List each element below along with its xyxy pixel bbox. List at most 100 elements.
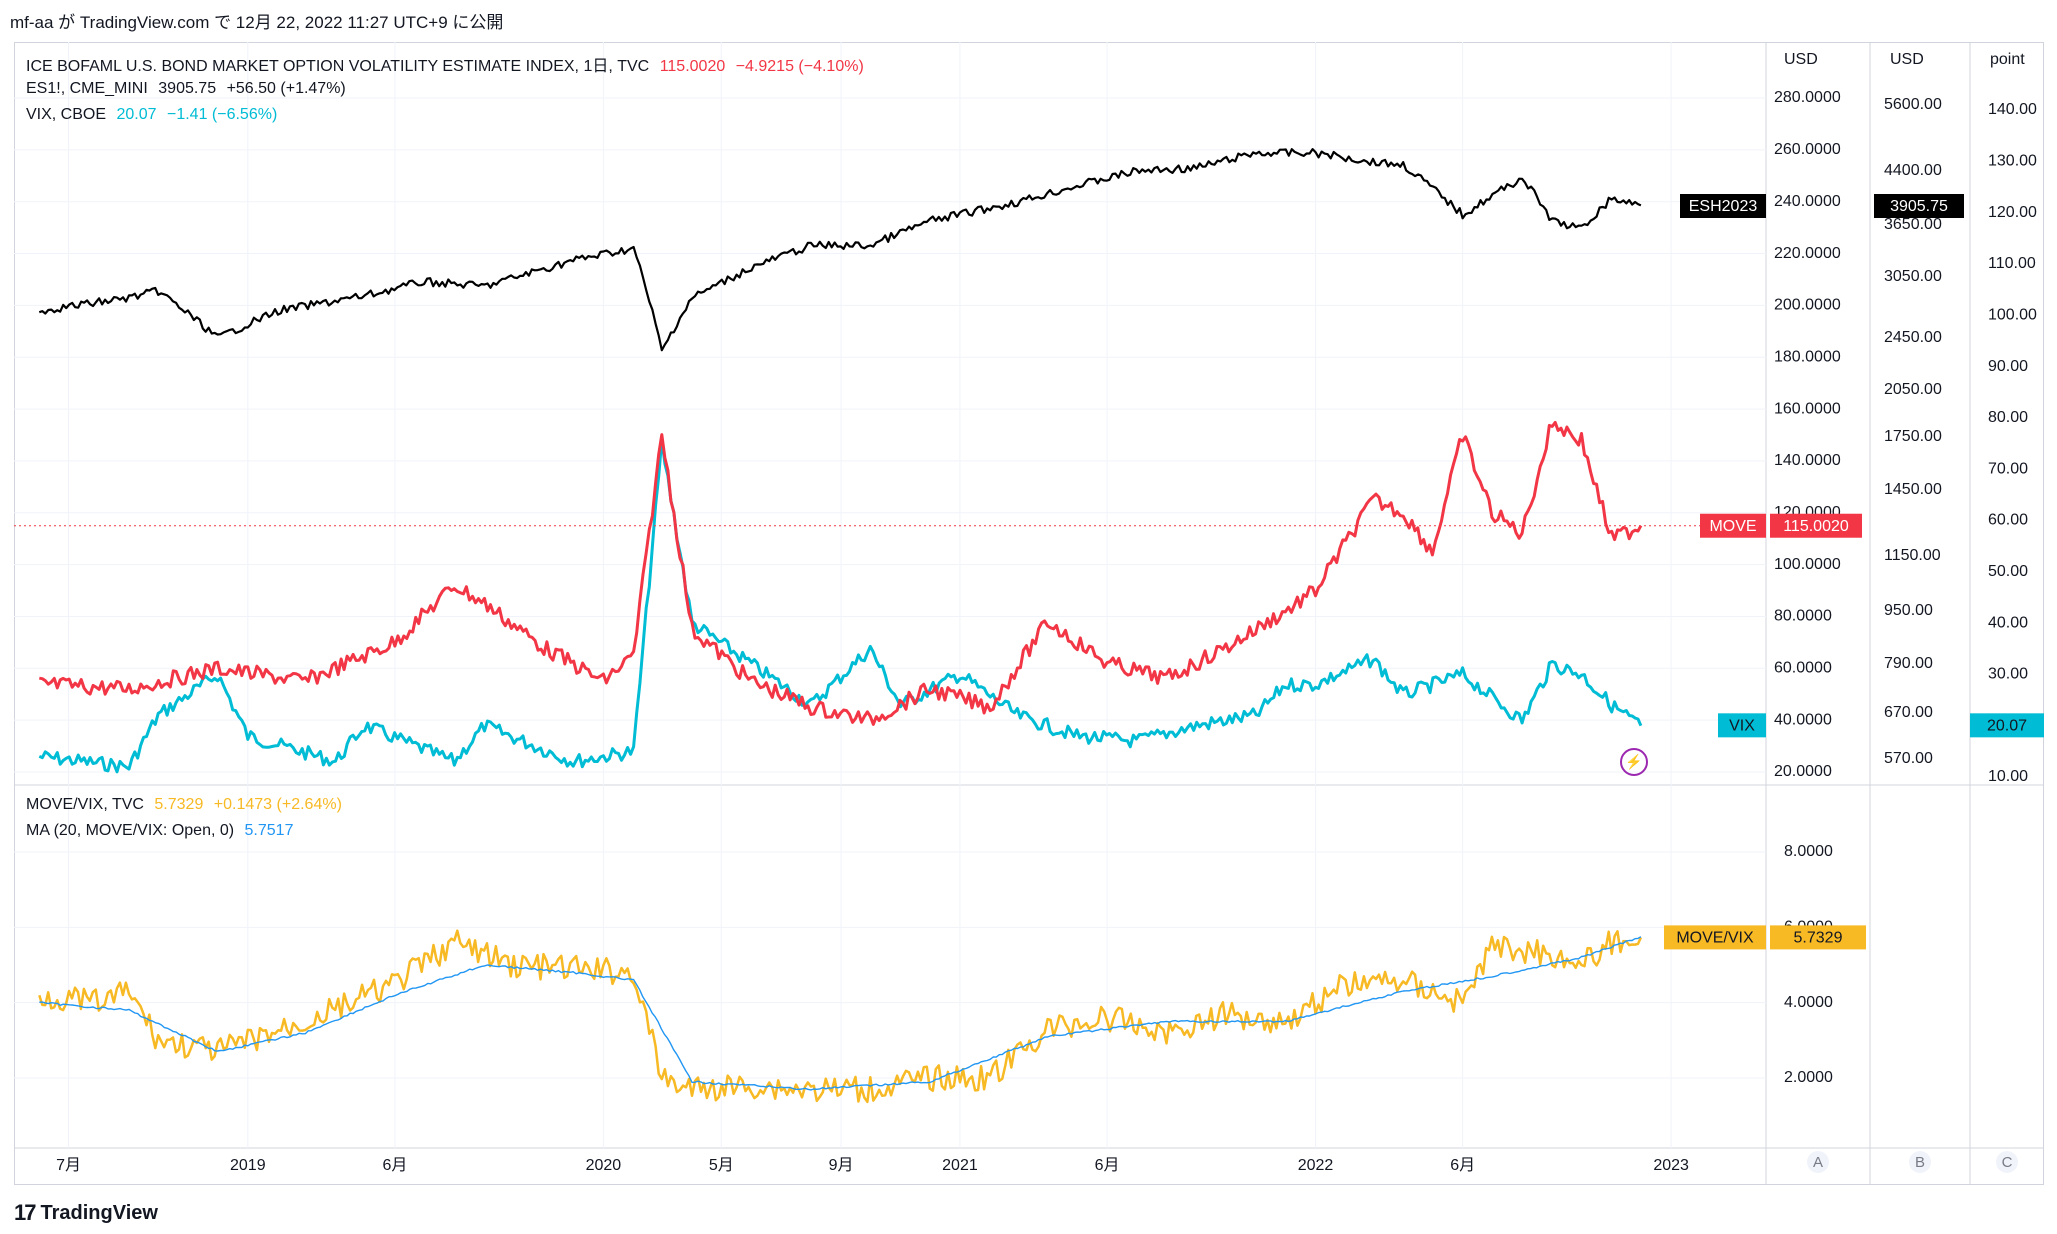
axis-b-tick: 2450.00: [1884, 329, 1942, 346]
x-tick-label: 2023: [1653, 1157, 1689, 1174]
move-value-tag: 115.0020: [1783, 518, 1849, 535]
axis-a-tick: 40.0000: [1774, 711, 1832, 728]
axis-b-tick: 570.00: [1884, 750, 1933, 767]
axis-c-tick: 40.00: [1988, 614, 2028, 631]
axis-c-tick: 10.00: [1988, 768, 2028, 785]
tradingview-logo-icon: 17: [14, 1200, 37, 1225]
move-series-line: [39, 420, 1643, 726]
legend-es[interactable]: ES1!, CME_MINI 3905.75 +56.50 (+1.47%): [26, 80, 352, 98]
axis-c-tick: 130.00: [1988, 153, 2037, 170]
axis-c-tick: 110.00: [1988, 255, 2036, 272]
x-tick-label: 5月: [709, 1157, 734, 1174]
axis-a-tick: 80.0000: [1774, 608, 1832, 625]
axis-ratio-tick: 4.0000: [1784, 994, 1833, 1011]
axis-b-unit: USD: [1890, 51, 1924, 68]
x-tick-label: 6月: [1450, 1157, 1475, 1174]
legend-vix-name: VIX, CBOE: [26, 106, 107, 123]
axis-b-button: [1909, 1151, 1931, 1173]
legend-vix[interactable]: VIX, CBOE 20.07 −1.41 (−6.56%): [26, 106, 283, 124]
axis-a-tick: 60.0000: [1774, 660, 1832, 677]
lightning-icon: [1620, 748, 1648, 776]
legend-ratio-name: MOVE/VIX, TVC: [26, 796, 144, 813]
chart-frame: [14, 42, 2044, 1185]
axis-a-tick: 200.0000: [1774, 297, 1841, 314]
footer-brand-label: TradingView: [40, 1201, 158, 1224]
axis-a-tick: 260.0000: [1774, 141, 1841, 158]
legend-vix-value: 20.07: [116, 106, 157, 123]
vix-value-tag-bg: [1970, 713, 2044, 738]
axis-c-tick: 80.00: [1988, 409, 2028, 426]
es-value-tag: 3905.75: [1890, 198, 1948, 215]
x-tick-label: 7月: [56, 1157, 81, 1174]
x-tick-label: 2020: [586, 1157, 622, 1174]
axis-c-tick: 100.00: [1988, 306, 2037, 323]
axis-c-tick: 60.00: [1988, 512, 2028, 529]
axis-a-unit: USD: [1784, 51, 1818, 68]
legend-ratio-change: +0.1473 (+2.64%): [213, 796, 342, 813]
axis-b-tick: 4400.00: [1884, 162, 1942, 179]
x-tick-label: 6月: [382, 1157, 407, 1174]
es-series-line: [38, 148, 1642, 352]
axis-ratio-tick: 8.0000: [1784, 843, 1833, 860]
x-tick-label: 2021: [942, 1157, 978, 1174]
legend-move-value: 115.0020: [659, 58, 726, 75]
axis-a-tick: 20.0000: [1774, 763, 1832, 780]
x-tick-label: 2019: [230, 1157, 266, 1174]
legend-move-change: −4.9215 (−4.10%): [735, 58, 864, 75]
vix-series-tag: VIX: [1729, 718, 1755, 735]
ma-series-line: [39, 936, 1642, 1091]
axis-a-tick: 180.0000: [1774, 348, 1841, 365]
ratio-series-tag: MOVE/VIX: [1676, 930, 1754, 947]
axis-a-button: [1807, 1151, 1829, 1173]
legend-move[interactable]: ICE BOFAML U.S. BOND MARKET OPTION VOLAT…: [26, 52, 870, 76]
x-tick-label: 6月: [1095, 1157, 1120, 1174]
axis-a-tick: 140.0000: [1774, 452, 1841, 469]
footer-brand[interactable]: 17 TradingView: [14, 1200, 158, 1226]
axis-b-tick: 3050.00: [1884, 268, 1942, 285]
es-series-tag-bg: [1680, 194, 1766, 218]
axis-b-tick: 5600.00: [1884, 96, 1942, 113]
vix-series-tag-bg: [1718, 713, 1766, 738]
axis-ratio-tick: 2.0000: [1784, 1069, 1833, 1086]
axis-a-tick: 240.0000: [1774, 193, 1841, 210]
axis-c-tick: 90.00: [1988, 358, 2028, 375]
legend-ma[interactable]: MA (20, MOVE/VIX: Open, 0) 5.7517: [26, 822, 299, 840]
legend-es-change: +56.50 (+1.47%): [226, 80, 346, 97]
axis-c-tick: 120.00: [1988, 204, 2037, 221]
axis-c-letter: C: [2002, 1154, 2013, 1171]
axis-b-tick: 790.00: [1884, 655, 1933, 672]
axis-b-tick: 1150.00: [1884, 547, 1941, 564]
axis-b-tick: 950.00: [1884, 602, 1933, 619]
axis-b-tick: 3650.00: [1884, 216, 1942, 233]
publish-header: mf-aa が TradingView.com で 12月 22, 2022 1…: [10, 13, 504, 32]
vix-value-tag: 20.07: [1987, 718, 2027, 735]
axis-c-tick: 140.00: [1988, 101, 2037, 118]
axis-a-tick: 100.0000: [1774, 556, 1841, 573]
ratio-series-line: [38, 929, 1643, 1104]
move-series-tag-bg: [1700, 513, 1766, 538]
legend-move-name: ICE BOFAML U.S. BOND MARKET OPTION VOLAT…: [26, 58, 650, 75]
lightning-glyph: ⚡: [1625, 754, 1642, 771]
axis-c-button: [1996, 1151, 2018, 1173]
move-series-tag: MOVE: [1709, 518, 1756, 535]
axis-b-tick: 2050.00: [1884, 381, 1942, 398]
axis-a-tick: 280.0000: [1774, 89, 1841, 106]
axis-a-letter: A: [1813, 1154, 1823, 1171]
legend-ma-value: 5.7517: [244, 822, 294, 839]
legend-ratio-value: 5.7329: [154, 796, 204, 813]
es-value-tag-bg: [1874, 194, 1964, 218]
legend-ma-name: MA (20, MOVE/VIX: Open, 0): [26, 822, 235, 839]
axis-b-tick: 1450.00: [1884, 481, 1942, 498]
axis-b-tick: 670.00: [1884, 704, 1933, 721]
legend-ratio[interactable]: MOVE/VIX, TVC 5.7329 +0.1473 (+2.64%): [26, 796, 348, 814]
legend-es-value: 3905.75: [158, 80, 217, 97]
ratio-value-tag-bg: [1770, 925, 1866, 950]
axis-a-tick: 220.0000: [1774, 245, 1841, 262]
axis-c-unit: point: [1990, 51, 2025, 68]
axis-c-tick: 70.00: [1988, 460, 2028, 477]
x-tick-label: 9月: [829, 1157, 854, 1174]
axis-c-tick: 30.00: [1988, 666, 2028, 683]
legend-es-name: ES1!, CME_MINI: [26, 80, 148, 97]
axis-a-tick: 160.0000: [1774, 400, 1841, 417]
